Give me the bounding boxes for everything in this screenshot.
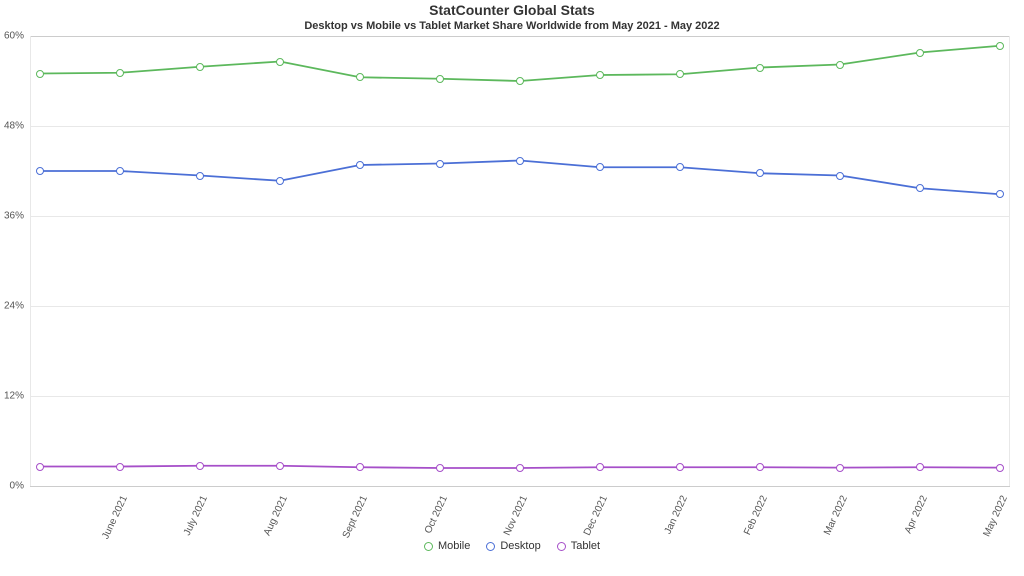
series-marker-mobile bbox=[836, 61, 844, 69]
series-marker-desktop bbox=[36, 167, 44, 175]
series-marker-desktop bbox=[756, 169, 764, 177]
series-marker-tablet bbox=[756, 463, 764, 471]
series-marker-mobile bbox=[916, 49, 924, 57]
gridline bbox=[30, 36, 1010, 37]
x-tick-label: May 2022 bbox=[981, 494, 1010, 538]
series-marker-desktop bbox=[836, 172, 844, 180]
series-line-desktop bbox=[40, 161, 1000, 195]
gridline bbox=[30, 396, 1010, 397]
x-tick-label: Oct 2021 bbox=[423, 494, 450, 535]
y-tick-label: 24% bbox=[4, 301, 24, 312]
y-tick-label: 48% bbox=[4, 121, 24, 132]
series-line-mobile bbox=[40, 46, 1000, 81]
legend-marker-icon bbox=[557, 542, 566, 551]
y-tick-label: 36% bbox=[4, 211, 24, 222]
series-marker-mobile bbox=[516, 77, 524, 85]
x-tick-label: Nov 2021 bbox=[502, 494, 530, 537]
legend-item-desktop: Desktop bbox=[486, 540, 540, 552]
x-tick-label: Apr 2022 bbox=[903, 494, 930, 535]
series-marker-mobile bbox=[596, 71, 604, 79]
series-marker-mobile bbox=[276, 58, 284, 66]
chart-container: StatCounter Global Stats Desktop vs Mobi… bbox=[0, 0, 1024, 576]
gridline bbox=[30, 216, 1010, 217]
chart-lines bbox=[30, 36, 1010, 486]
series-marker-desktop bbox=[916, 184, 924, 192]
legend-marker-icon bbox=[424, 542, 433, 551]
series-marker-tablet bbox=[36, 463, 44, 471]
legend-marker-icon bbox=[486, 542, 495, 551]
series-marker-mobile bbox=[36, 70, 44, 78]
series-marker-tablet bbox=[836, 464, 844, 472]
series-marker-desktop bbox=[436, 160, 444, 168]
series-marker-mobile bbox=[676, 70, 684, 78]
series-marker-mobile bbox=[196, 63, 204, 71]
legend-item-tablet: Tablet bbox=[557, 540, 600, 552]
y-tick-label: 12% bbox=[4, 391, 24, 402]
series-marker-mobile bbox=[356, 73, 364, 81]
series-marker-tablet bbox=[276, 462, 284, 470]
series-marker-desktop bbox=[516, 157, 524, 165]
y-tick-label: 60% bbox=[4, 31, 24, 42]
series-marker-mobile bbox=[116, 69, 124, 77]
series-marker-tablet bbox=[516, 464, 524, 472]
legend-label: Tablet bbox=[571, 540, 600, 552]
gridline bbox=[30, 126, 1010, 127]
x-tick-label: June 2021 bbox=[100, 494, 130, 541]
gridline bbox=[30, 486, 1010, 487]
series-marker-desktop bbox=[596, 163, 604, 171]
series-marker-desktop bbox=[676, 163, 684, 171]
series-marker-tablet bbox=[916, 463, 924, 471]
series-marker-tablet bbox=[676, 463, 684, 471]
x-tick-label: Feb 2022 bbox=[742, 494, 770, 537]
chart-title: StatCounter Global Stats bbox=[0, 2, 1024, 18]
x-tick-label: July 2021 bbox=[182, 494, 210, 537]
series-marker-tablet bbox=[356, 463, 364, 471]
series-marker-tablet bbox=[596, 463, 604, 471]
series-marker-desktop bbox=[356, 161, 364, 169]
series-marker-tablet bbox=[196, 462, 204, 470]
series-marker-desktop bbox=[276, 177, 284, 185]
series-marker-desktop bbox=[996, 190, 1004, 198]
series-marker-tablet bbox=[116, 463, 124, 471]
gridline bbox=[30, 306, 1010, 307]
legend-item-mobile: Mobile bbox=[424, 540, 470, 552]
x-tick-label: Sept 2021 bbox=[341, 494, 370, 540]
plot-area: 0%12%24%36%48%60%June 2021July 2021Aug 2… bbox=[30, 36, 1010, 486]
series-marker-desktop bbox=[196, 172, 204, 180]
x-tick-label: Aug 2021 bbox=[262, 494, 290, 537]
x-tick-label: Dec 2021 bbox=[582, 494, 610, 537]
series-marker-mobile bbox=[756, 64, 764, 72]
x-tick-label: Mar 2022 bbox=[822, 494, 850, 537]
x-tick-label: Jan 2022 bbox=[663, 494, 690, 536]
y-tick-label: 0% bbox=[10, 481, 24, 492]
legend-label: Mobile bbox=[438, 540, 470, 552]
legend-label: Desktop bbox=[500, 540, 540, 552]
chart-legend: Mobile Desktop Tablet bbox=[0, 540, 1024, 554]
series-marker-mobile bbox=[436, 75, 444, 83]
series-marker-desktop bbox=[116, 167, 124, 175]
series-marker-tablet bbox=[436, 464, 444, 472]
chart-subtitle: Desktop vs Mobile vs Tablet Market Share… bbox=[0, 20, 1024, 32]
series-marker-tablet bbox=[996, 464, 1004, 472]
series-marker-mobile bbox=[996, 42, 1004, 50]
